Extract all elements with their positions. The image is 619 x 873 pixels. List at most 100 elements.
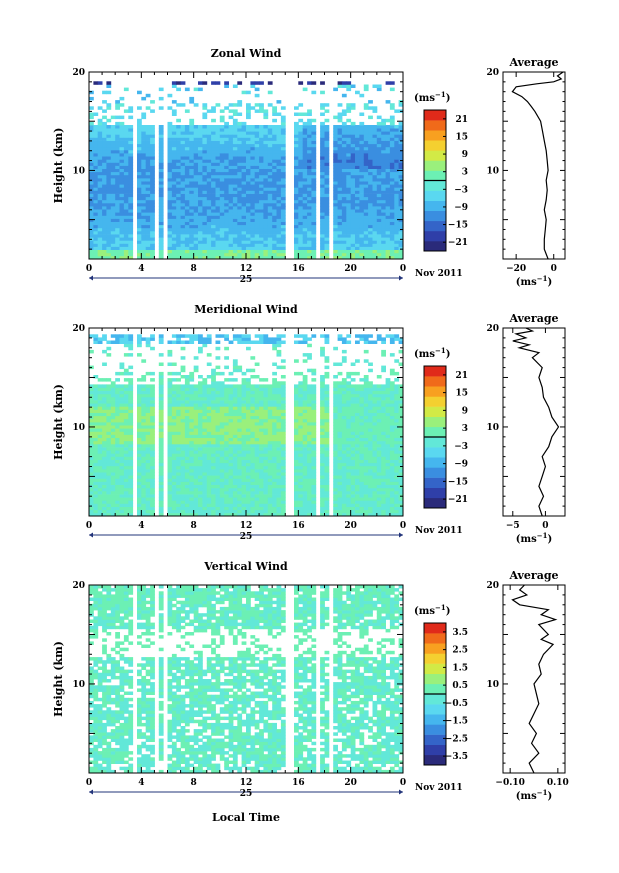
heatmap-cell xyxy=(167,437,173,442)
heatmap-cell xyxy=(158,362,164,366)
heatmap-cell xyxy=(119,240,125,244)
heatmap-cell xyxy=(180,171,186,176)
heatmap-cell xyxy=(93,337,99,341)
heatmap-cell xyxy=(311,187,317,191)
heatmap-cell xyxy=(294,209,299,213)
heatmap-cell xyxy=(224,512,229,517)
heatmap-cell xyxy=(346,109,352,113)
heatmap-cell xyxy=(211,506,216,511)
heatmap-cell xyxy=(272,125,277,129)
heatmap-cell xyxy=(228,437,234,442)
heatmap-cell xyxy=(267,230,273,235)
heatmap-cell xyxy=(363,243,369,247)
heatmap-cell xyxy=(259,337,264,341)
heatmap-cell xyxy=(93,340,99,344)
heatmap-cell xyxy=(176,215,181,219)
heatmap-cell xyxy=(294,156,299,160)
heatmap-cell xyxy=(189,428,195,432)
heatmap-cell xyxy=(228,490,234,495)
heatmap-cell xyxy=(184,255,190,260)
heatmap-cell xyxy=(89,106,94,110)
heatmap-cell xyxy=(311,209,317,213)
heatmap-cell xyxy=(324,199,330,204)
heatmap-cell xyxy=(224,249,229,254)
heatmap-cell xyxy=(184,487,190,492)
heatmap-cell xyxy=(128,221,134,226)
heatmap-cell xyxy=(119,415,125,420)
heatmap-cell xyxy=(398,249,404,254)
heatmap-cell xyxy=(106,353,112,357)
heatmap-cell xyxy=(141,212,147,216)
heatmap-cell xyxy=(333,237,338,241)
heatmap-cell xyxy=(298,230,304,235)
heatmap-cell xyxy=(280,125,286,129)
heatmap-cell xyxy=(158,212,164,216)
heatmap-cell xyxy=(206,162,212,166)
heatmap-cell xyxy=(176,387,181,391)
heatmap-cell xyxy=(341,240,347,244)
heatmap-cell xyxy=(202,252,208,257)
heatmap-cell xyxy=(158,469,164,473)
heatmap-cell xyxy=(341,234,347,238)
heatmap-cell xyxy=(389,115,395,120)
heatmap-cell xyxy=(202,487,208,492)
heatmap-cell xyxy=(228,252,234,257)
heatmap-cell xyxy=(119,190,125,194)
heatmap-cell xyxy=(158,375,164,379)
heatmap-cell xyxy=(246,193,251,198)
heatmap-cell xyxy=(294,181,299,185)
heatmap-cell xyxy=(241,440,247,445)
heatmap-cell xyxy=(206,171,212,176)
heatmap-cell xyxy=(241,165,247,169)
heatmap-cell xyxy=(241,337,247,341)
heatmap-cell xyxy=(189,506,195,511)
heatmap-cell xyxy=(241,500,247,504)
heatmap-cell xyxy=(202,497,208,501)
heatmap-cell xyxy=(106,81,112,85)
heatmap-cell xyxy=(215,246,221,250)
heatmap-cell xyxy=(241,406,247,410)
heatmap-cell xyxy=(176,440,181,445)
heatmap-cell xyxy=(93,184,99,188)
heatmap-cell xyxy=(333,230,338,235)
heatmap-cell xyxy=(141,390,147,395)
heatmap-cell xyxy=(171,465,177,470)
heatmap-cell xyxy=(193,103,199,107)
heatmap-cell xyxy=(180,406,186,410)
heatmap-cell xyxy=(250,168,256,173)
heatmap-cell xyxy=(372,230,378,235)
heatmap-cell xyxy=(110,218,116,222)
heatmap-cell xyxy=(123,393,129,398)
heatmap-cell xyxy=(228,224,234,229)
heatmap-cell xyxy=(232,400,238,404)
heatmap-cell xyxy=(346,221,352,226)
heatmap-cell xyxy=(246,478,251,482)
heatmap-cell xyxy=(368,221,373,226)
heatmap-cell xyxy=(211,406,216,410)
heatmap-cell xyxy=(128,487,134,492)
heatmap-cell xyxy=(350,252,356,257)
heatmap-cell xyxy=(337,137,343,141)
heatmap-cell xyxy=(368,137,373,141)
heatmap-cell xyxy=(128,418,134,423)
heatmap-cell xyxy=(202,450,208,454)
heatmap-cell xyxy=(389,174,395,179)
heatmap-cell xyxy=(206,431,212,435)
heatmap-cell xyxy=(228,509,234,514)
heatmap-cell xyxy=(145,237,151,241)
heatmap-cell xyxy=(389,206,395,210)
heatmap-cell xyxy=(333,196,338,201)
heatmap-cell xyxy=(254,447,260,451)
heatmap-cell xyxy=(381,230,386,235)
heatmap-cell xyxy=(276,134,282,138)
heatmap-cell xyxy=(145,475,151,479)
heatmap-cell xyxy=(350,121,356,126)
heatmap-cell xyxy=(224,202,229,207)
heatmap-cell xyxy=(272,137,277,141)
heatmap-cell xyxy=(202,230,208,235)
heatmap-cell xyxy=(341,149,347,154)
heatmap-cell xyxy=(198,209,203,213)
heatmap-cell xyxy=(184,512,190,517)
heatmap-cell xyxy=(311,140,317,145)
heatmap-cell xyxy=(254,240,260,244)
